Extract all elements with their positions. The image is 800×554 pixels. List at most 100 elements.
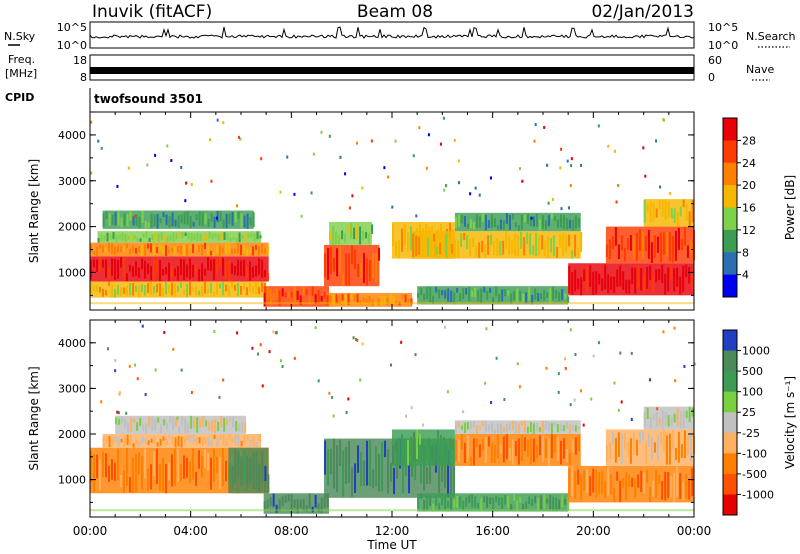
velocity-echo — [574, 437, 577, 455]
power-ytick-label: 2000 — [58, 221, 86, 234]
power-echo — [305, 288, 308, 296]
power-band-fill — [568, 263, 694, 296]
velocity-speckle — [545, 366, 548, 370]
power-echo — [637, 265, 640, 288]
velocity-echo — [574, 470, 577, 499]
velocity-echo — [622, 477, 625, 488]
velocity-echo — [408, 462, 411, 494]
power-echo — [567, 296, 570, 303]
velocity-echo — [598, 472, 601, 494]
velocity-echo — [196, 417, 199, 433]
velocity-echo — [267, 474, 270, 493]
power-echo — [114, 212, 117, 226]
power-echo — [231, 282, 233, 289]
velocity-echo — [184, 418, 187, 434]
velocity-speckle — [275, 330, 278, 334]
velocity-echo — [422, 438, 424, 456]
velocity-echo — [652, 414, 655, 421]
velocity-echo — [157, 417, 160, 423]
velocity-speckle — [619, 351, 622, 355]
velocity-echo — [432, 503, 435, 510]
velocity-speckle — [656, 407, 659, 411]
power-echo — [492, 297, 495, 304]
velocity-echo — [610, 474, 613, 495]
velocity-colorbar-label: -500 — [742, 468, 767, 481]
power-echo — [165, 214, 168, 226]
velocity-echo — [510, 504, 513, 511]
power-band — [97, 231, 262, 243]
velocity-echo — [278, 499, 281, 512]
velocity-echo — [655, 469, 658, 498]
power-speckle — [445, 184, 448, 188]
power-echo — [562, 215, 565, 230]
power-echo — [410, 226, 412, 251]
velocity-echo — [634, 478, 637, 498]
power-ytick-label: 4000 — [58, 129, 86, 142]
power-echo — [342, 274, 345, 286]
velocity-echo — [508, 447, 511, 461]
power-echo — [247, 234, 250, 238]
velocity-echo — [580, 475, 583, 501]
velocity-echo — [127, 422, 130, 433]
velocity-echo — [299, 499, 302, 508]
velocity-echo — [189, 435, 192, 443]
power-echo — [216, 283, 218, 295]
velocity-echo — [187, 423, 190, 434]
velocity-speckle — [597, 341, 600, 345]
velocity-echo — [628, 474, 631, 487]
velocity-echo — [111, 459, 113, 480]
power-speckle — [663, 118, 666, 122]
power-echo — [214, 233, 217, 238]
velocity-echo — [556, 424, 559, 433]
power-speckle — [443, 188, 446, 192]
velocity-echo — [229, 416, 232, 422]
power-echo — [99, 256, 101, 273]
power-echo — [610, 276, 613, 291]
power-echo — [120, 286, 122, 297]
power-echo — [142, 233, 145, 238]
velocity-echo — [608, 442, 611, 459]
power-echo — [156, 247, 158, 254]
power-colorbar: 28 24 20 16 12 8 4 Power [dB] — [722, 117, 797, 298]
power-echo — [135, 247, 137, 254]
power-echo — [490, 234, 493, 246]
velocity-echo — [147, 468, 149, 491]
velocity-echo — [160, 424, 163, 434]
power-speckle — [100, 146, 103, 150]
power-speckle — [237, 135, 240, 139]
velocity-echo — [213, 448, 215, 482]
power-echo — [463, 232, 466, 241]
velocity-echo — [478, 425, 481, 430]
velocity-colorbar-swatch — [723, 453, 737, 475]
power-echo — [106, 232, 109, 242]
power-echo — [293, 286, 296, 304]
power-echo — [646, 266, 649, 289]
power-echo — [356, 293, 359, 303]
power-echo — [252, 285, 254, 294]
power-echo — [439, 242, 442, 255]
power-echo — [159, 283, 161, 297]
power-echo — [664, 273, 667, 295]
power-speckle — [478, 193, 481, 197]
power-speckle — [370, 139, 373, 143]
velocity-echo — [324, 440, 327, 475]
power-echo — [147, 243, 149, 249]
power-echo — [238, 232, 241, 243]
power-echo — [174, 268, 176, 277]
power-echo — [235, 237, 238, 243]
power-echo — [344, 233, 347, 243]
power-echo — [117, 259, 119, 279]
power-echo — [103, 235, 106, 241]
power-echo — [111, 243, 113, 254]
velocity-echo — [577, 426, 580, 430]
power-echo — [156, 214, 159, 229]
power-speckle — [216, 118, 219, 122]
velocity-echo — [664, 471, 667, 501]
velocity-echo — [372, 469, 375, 489]
power-echo — [183, 244, 185, 256]
power-echo — [454, 239, 457, 258]
velocity-band — [102, 434, 262, 448]
power-echo — [269, 288, 272, 306]
velocity-echo — [228, 462, 231, 483]
power-colorbar-label: 4 — [742, 269, 749, 282]
